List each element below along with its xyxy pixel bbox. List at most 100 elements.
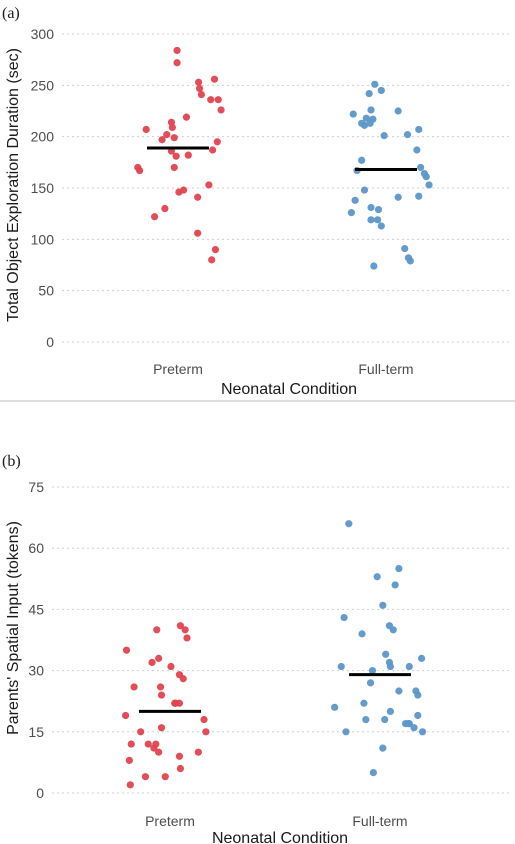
data-point-preterm xyxy=(208,256,216,264)
data-point-preterm xyxy=(207,96,215,104)
data-point-preterm xyxy=(170,163,178,172)
data-point-preterm xyxy=(175,752,184,760)
data-point-preterm xyxy=(194,748,202,756)
data-point-preterm xyxy=(148,658,156,667)
data-point-preterm xyxy=(141,773,150,781)
data-point-preterm xyxy=(126,781,134,789)
data-point-preterm xyxy=(142,125,150,134)
y-tick-label: 75 xyxy=(28,479,44,495)
data-point-fullterm xyxy=(422,173,430,181)
data-point-fullterm xyxy=(415,192,423,200)
y-tick-label: 30 xyxy=(28,663,44,679)
data-point-preterm xyxy=(156,683,165,691)
data-point-fullterm xyxy=(394,193,402,201)
data-point-preterm xyxy=(155,748,163,756)
data-point-fullterm xyxy=(410,724,418,732)
data-point-preterm xyxy=(163,131,171,139)
data-point-preterm xyxy=(183,634,191,642)
data-point-preterm xyxy=(175,188,183,196)
data-point-fullterm xyxy=(377,86,385,95)
data-point-fullterm xyxy=(349,110,357,118)
x-tick-label-preterm: Preterm xyxy=(145,813,195,829)
data-point-preterm xyxy=(172,152,180,160)
data-point-fullterm xyxy=(379,744,387,752)
data-point-preterm xyxy=(173,46,181,55)
data-point-preterm xyxy=(136,166,144,175)
data-point-fullterm xyxy=(362,114,370,122)
y-tick-label: 0 xyxy=(36,785,44,801)
data-point-preterm xyxy=(184,151,192,159)
data-point-preterm xyxy=(158,136,166,144)
mean-lines xyxy=(147,146,417,172)
data-point-fullterm xyxy=(367,203,375,212)
data-point-preterm xyxy=(202,728,210,736)
data-point-preterm xyxy=(194,193,202,201)
data-point-fullterm xyxy=(403,131,412,139)
data-point-fullterm xyxy=(331,703,339,711)
data-point-fullterm xyxy=(347,209,355,217)
chart-panel-a: (a) 0 50 100 150 200 250 300 Preterm Full-term… xyxy=(2,5,510,398)
data-point-fullterm xyxy=(425,181,433,189)
chart-panel-b: (b) 0 15 30 45 60 75 Preterm Full-term Neonat… xyxy=(2,453,510,844)
y-tick-label: 100 xyxy=(31,231,55,247)
x-axis-title: Neonatal Condition xyxy=(221,381,357,398)
x-tick-label-preterm: Preterm xyxy=(153,361,203,377)
data-point-fullterm xyxy=(351,196,359,204)
data-point-fullterm xyxy=(373,573,381,581)
data-point-fullterm xyxy=(417,163,425,172)
data-point-fullterm xyxy=(414,691,422,699)
data-point-fullterm xyxy=(371,80,379,88)
data-point-fullterm xyxy=(380,132,388,140)
data-points xyxy=(121,520,427,789)
data-point-fullterm xyxy=(389,626,397,634)
y-axis-title: Total Object Exploration Duration (sec) xyxy=(5,48,22,322)
data-point-preterm xyxy=(122,646,131,654)
y-tick-label: 250 xyxy=(31,77,55,93)
y-tick-label: 200 xyxy=(31,129,55,145)
data-point-fullterm xyxy=(382,650,390,658)
data-point-preterm xyxy=(157,691,166,699)
mean-lines xyxy=(139,673,411,713)
y-tick-label: 50 xyxy=(38,283,54,299)
data-point-preterm xyxy=(170,134,178,142)
data-point-fullterm xyxy=(377,222,385,230)
data-point-preterm xyxy=(181,626,189,634)
data-point-preterm xyxy=(205,181,213,189)
data-point-fullterm xyxy=(370,262,378,270)
data-point-fullterm xyxy=(367,216,375,224)
data-point-fullterm xyxy=(401,244,409,253)
data-point-preterm xyxy=(161,204,169,213)
data-point-fullterm xyxy=(368,667,377,675)
data-point-fullterm xyxy=(406,257,414,265)
y-tick-labels: 0 50 100 150 200 250 300 xyxy=(31,26,55,350)
data-point-fullterm xyxy=(379,601,387,609)
data-point-fullterm xyxy=(413,146,421,154)
data-point-fullterm xyxy=(369,115,377,123)
data-point-preterm xyxy=(217,106,225,114)
data-point-fullterm xyxy=(366,679,375,687)
data-point-preterm xyxy=(121,711,130,720)
data-point-fullterm xyxy=(386,707,394,716)
data-point-fullterm xyxy=(405,720,413,728)
data-point-fullterm xyxy=(362,715,370,724)
data-point-fullterm xyxy=(417,654,426,662)
data-point-preterm xyxy=(210,75,219,83)
data-point-preterm xyxy=(197,90,205,99)
data-point-preterm xyxy=(167,662,175,671)
data-point-fullterm xyxy=(367,106,375,114)
data-point-fullterm xyxy=(395,565,403,573)
data-point-preterm xyxy=(175,699,184,707)
data-point-preterm xyxy=(130,683,138,691)
data-point-fullterm xyxy=(405,662,413,671)
data-point-preterm xyxy=(213,138,221,146)
data-point-preterm xyxy=(144,740,152,748)
data-point-fullterm xyxy=(340,613,348,622)
data-point-preterm xyxy=(173,59,181,67)
data-point-preterm xyxy=(176,764,184,773)
data-point-fullterm xyxy=(342,728,350,736)
data-point-preterm xyxy=(153,626,161,634)
data-point-preterm xyxy=(194,229,202,237)
data-point-fullterm xyxy=(395,687,403,695)
data-point-fullterm xyxy=(369,769,377,777)
data-point-preterm xyxy=(168,123,176,132)
